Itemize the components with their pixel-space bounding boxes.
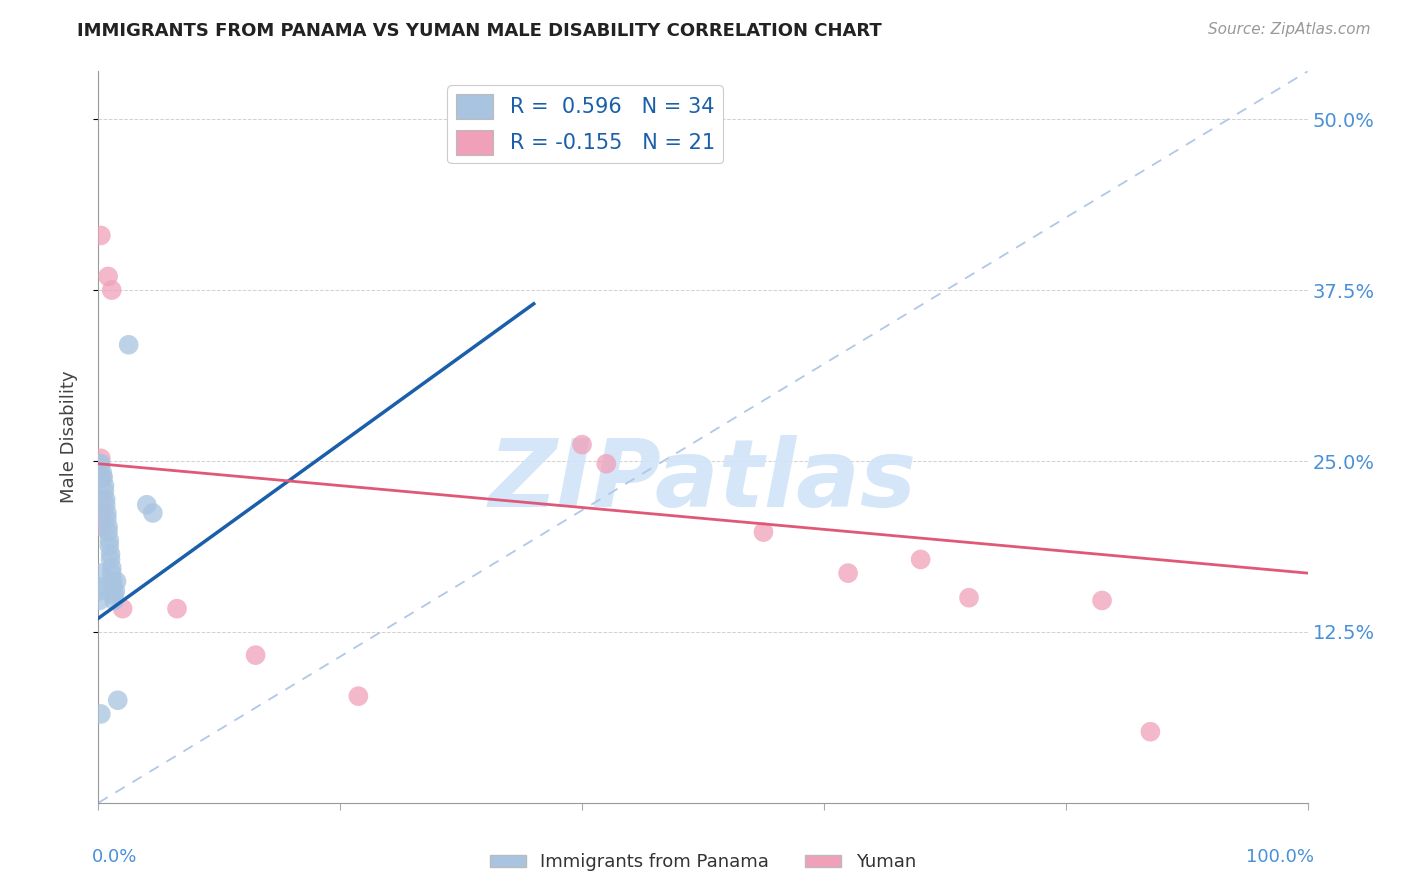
Point [166,601,188,615]
Point [100,283,122,297]
Point [97,525,120,540]
Point [91,519,114,533]
Point [96,511,118,525]
Point [97,519,120,533]
Point [135,498,157,512]
Point [347,689,370,703]
Point [837,566,859,581]
Point [91,580,114,594]
Point [90,451,112,466]
Point [103,588,125,602]
Point [94,498,117,512]
Text: IMMIGRANTS FROM PANAMA VS YUMAN MALE DISABILITY CORRELATION CHART: IMMIGRANTS FROM PANAMA VS YUMAN MALE DIS… [77,22,882,40]
Point [93,478,115,492]
Point [595,457,617,471]
Point [90,566,112,581]
Point [245,648,267,662]
Point [89,593,111,607]
Y-axis label: Male Disability: Male Disability [59,371,77,503]
Point [98,533,121,548]
Point [104,583,127,598]
Point [1091,593,1114,607]
Point [94,492,117,507]
Point [100,547,122,561]
Point [93,484,115,499]
Point [91,470,114,484]
Point [90,706,112,721]
Point [91,465,114,479]
Point [571,437,593,451]
Point [90,457,112,471]
Point [89,470,111,484]
Point [97,269,120,284]
Text: ZIPatlas: ZIPatlas [489,435,917,527]
Point [91,506,114,520]
Point [98,539,121,553]
Legend: R =  0.596   N = 34, R = -0.155   N = 21: R = 0.596 N = 34, R = -0.155 N = 21 [447,86,723,163]
Point [1139,724,1161,739]
Point [910,552,932,566]
Point [547,136,569,151]
Point [105,574,128,589]
Point [101,574,124,589]
Point [107,693,129,707]
Point [89,583,111,598]
Point [100,566,122,581]
Text: Source: ZipAtlas.com: Source: ZipAtlas.com [1208,22,1371,37]
Point [142,506,165,520]
Point [118,338,141,352]
Point [91,492,114,507]
Point [752,525,775,540]
Legend: Immigrants from Panama, Yuman: Immigrants from Panama, Yuman [482,847,924,879]
Point [101,580,124,594]
Text: 100.0%: 100.0% [1246,848,1313,866]
Point [111,601,134,615]
Point [89,457,111,471]
Point [103,593,125,607]
Point [957,591,980,605]
Point [100,552,122,566]
Point [100,560,122,574]
Point [96,506,118,520]
Point [90,228,112,243]
Point [91,470,114,484]
Text: 0.0%: 0.0% [93,848,138,866]
